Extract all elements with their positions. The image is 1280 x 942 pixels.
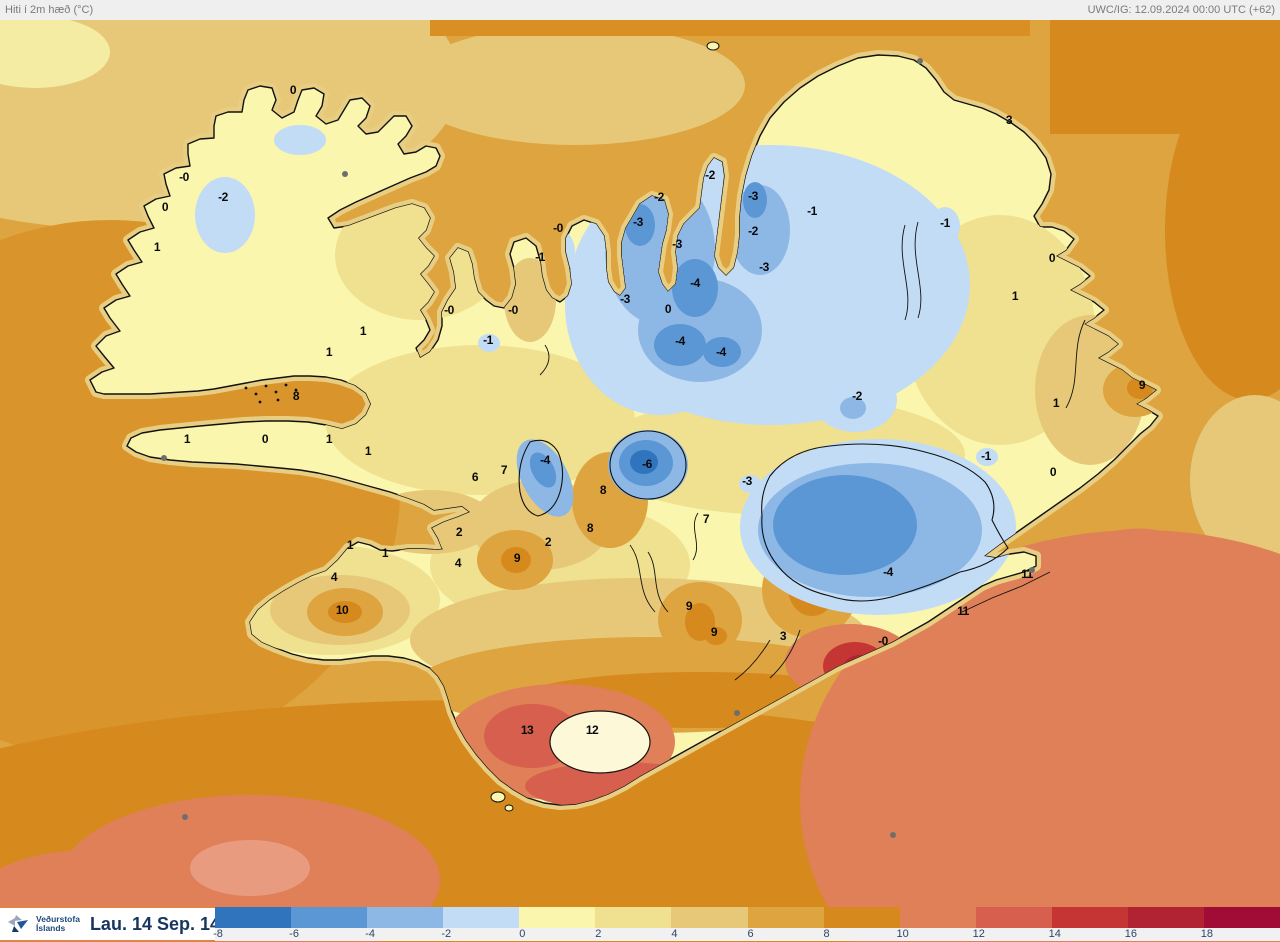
breidafjordur-islets — [244, 383, 298, 404]
colorbar-segment — [519, 907, 596, 928]
colorbar-segment — [823, 907, 900, 928]
colorbar-segment — [443, 907, 520, 928]
colorbar-tick: -6 — [289, 928, 299, 940]
colorbar-segment — [747, 907, 824, 928]
colorbar-segments — [215, 907, 1280, 928]
model-run-info: UWC/IG: 12.09.2024 00:00 UTC (+62) — [1087, 4, 1275, 16]
colorbar-tick: 16 — [1124, 928, 1137, 940]
header-bar: Hiti í 2m hæð (°C) UWC/IG: 12.09.2024 00… — [0, 0, 1280, 20]
ocean-n-tan — [405, 25, 745, 145]
ocean-e-dark — [1165, 60, 1280, 400]
colorbar-tick: -4 — [365, 928, 376, 940]
ocean-nw-pale — [0, 16, 110, 88]
ocean-se-salmon-band — [836, 528, 1184, 772]
colorbar-tick: -8 — [213, 928, 223, 940]
vedurstofa-logo — [8, 915, 28, 932]
colorbar-tick: 4 — [671, 928, 678, 940]
colorbar-tick: 6 — [747, 928, 754, 940]
colorbar-tick: -2 — [441, 928, 452, 940]
ocean-e-tan — [1190, 395, 1280, 565]
map-title: Hiti í 2m hæð (°C) — [5, 4, 94, 16]
logo-text: Veðurstofa Íslands — [36, 915, 80, 933]
ocean-sc-orange — [500, 800, 800, 942]
footer-bar: Veðurstofa Íslands Lau. 14 Sep. 14:00 -8… — [0, 907, 1280, 941]
logo-line2: Íslands — [36, 923, 66, 933]
colorbar-tick: 0 — [519, 928, 526, 940]
colorbar-tick: 8 — [823, 928, 830, 940]
colorbar-tick: 2 — [595, 928, 602, 940]
isotherm-contours — [539, 221, 1086, 681]
colorbar-tick: 12 — [972, 928, 985, 940]
colorbar-segment — [215, 907, 292, 928]
colorbar-tick: 14 — [1048, 928, 1061, 940]
ocean-sw-pink — [190, 840, 310, 896]
colorbar-tick: 10 — [896, 928, 909, 940]
colorbar-segment — [1204, 907, 1280, 928]
glacier-outlines — [518, 430, 1009, 602]
colorbar-segment — [1051, 907, 1128, 928]
colorbar-segment — [671, 907, 748, 928]
temperature-colorbar: -8 -6 -4 -2 0 2 4 6 8 10 12 14 16 18 — [213, 907, 1280, 941]
brand-box: Veðurstofa Íslands Lau. 14 Sep. 14:00 — [0, 907, 246, 941]
logo-line1: Veðurstofa — [36, 914, 80, 925]
colorbar-segment — [1127, 907, 1205, 928]
colorbar-tick: 18 — [1200, 928, 1214, 940]
colorbar-segment — [291, 907, 368, 928]
valid-datetime: Lau. 14 Sep. 14:00 — [89, 913, 247, 934]
colorbar-segment — [595, 907, 672, 928]
colorbar-segment — [975, 907, 1052, 928]
colorbar-ticks: -8 -6 -4 -2 0 2 4 6 8 10 12 14 16 18 — [213, 928, 1280, 941]
colorbar-segment — [367, 907, 444, 928]
colorbar-segment — [899, 907, 976, 928]
islands — [490, 41, 720, 812]
